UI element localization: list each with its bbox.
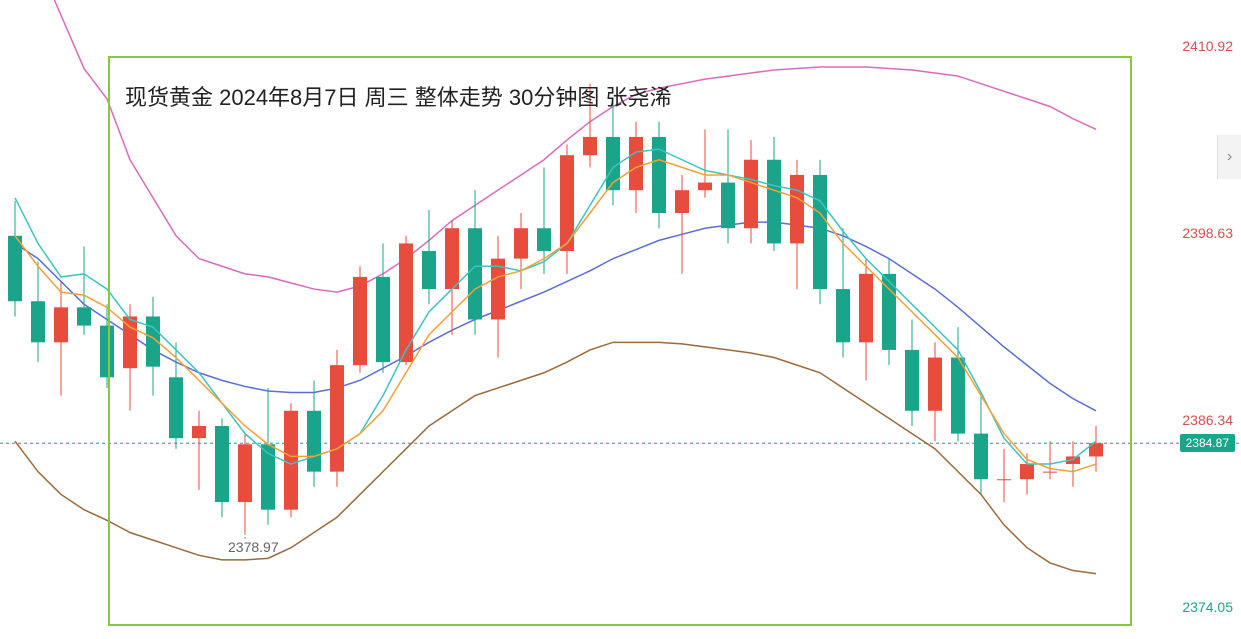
y-axis-label: 2410.92	[1182, 38, 1233, 54]
y-axis-label: 2386.34	[1182, 412, 1233, 428]
expand-button[interactable]: ›	[1217, 135, 1241, 179]
chart-container: 现货黄金 2024年8月7日 周三 整体走势 30分钟图 张尧浠 2378.97…	[0, 0, 1241, 639]
chevron-right-icon: ›	[1227, 148, 1232, 166]
current-price-tag: 2384.87	[1180, 434, 1235, 452]
y-axis-label: 2398.63	[1182, 225, 1233, 241]
chart-title: 现货黄金 2024年8月7日 周三 整体走势 30分钟图 张尧浠	[125, 80, 671, 112]
y-axis: 2410.92 2398.63 2386.34 2374.05 2384.87	[1169, 0, 1241, 639]
y-axis-label: 2374.05	[1182, 599, 1233, 615]
low-price-label: 2378.97	[228, 539, 279, 555]
